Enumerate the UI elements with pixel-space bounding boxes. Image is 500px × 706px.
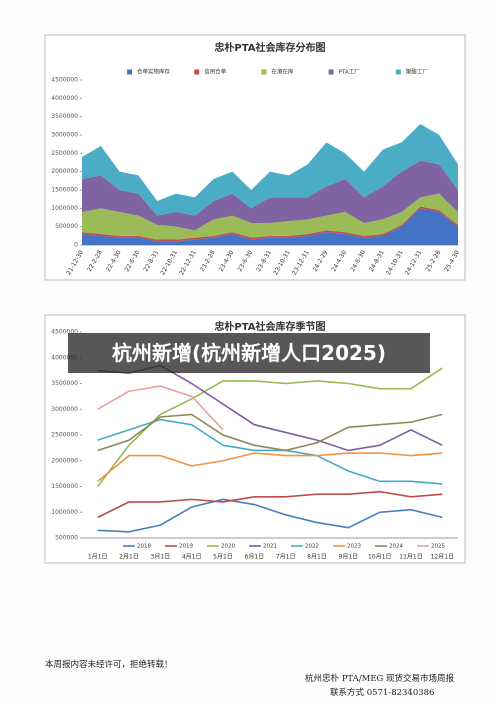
legend-label: 2019	[179, 544, 193, 550]
x-tick-label: 9月1日	[339, 554, 359, 561]
footer-publisher: 杭州忠朴 PTA/MEG 现货交易市场周报	[305, 674, 455, 684]
legend-label: 2023	[347, 544, 361, 550]
y-tick-label: 3000000	[51, 132, 78, 139]
area	[82, 160, 458, 231]
legend-swatch	[328, 69, 334, 75]
line	[97, 490, 443, 519]
y-tick-label: 1000000	[51, 509, 78, 516]
chart-title: 忠朴PTA社会库存分布图	[214, 41, 325, 54]
x-tick-label: 4月1日	[182, 554, 202, 561]
line	[97, 498, 443, 533]
y-tick-label: 3500000	[51, 380, 78, 387]
footer-contact: 联系方式 0571-82340386	[330, 688, 435, 698]
x-tick-label: 6月1日	[245, 554, 265, 561]
legend-swatch	[261, 69, 267, 75]
line	[97, 367, 443, 487]
legend-label: 2022	[305, 544, 319, 550]
legend-label: 2025	[431, 544, 445, 550]
legend-label: 在港在库	[271, 68, 294, 76]
y-tick-label: 1500000	[51, 187, 78, 194]
y-tick-label: 3500000	[51, 113, 78, 120]
y-tick-label: 2000000	[51, 457, 78, 464]
x-tick-label: 7月1日	[276, 554, 296, 561]
legend-label: 信用仓单	[204, 68, 227, 76]
y-tick-label: 2500000	[51, 432, 78, 439]
area	[82, 193, 458, 240]
x-tick-label: 5月1日	[213, 554, 233, 561]
overlay-title: 杭州新增(杭州新增人口2025)	[68, 333, 430, 373]
y-tick-label: 500000	[55, 535, 78, 542]
y-tick-label: 1000000	[51, 205, 78, 212]
y-tick-label: 4000000	[51, 354, 78, 361]
legend-label: 2020	[221, 544, 235, 550]
y-tick-label: 2000000	[51, 168, 78, 175]
y-tick-label: 4500000	[51, 77, 78, 84]
legend-label: 2024	[389, 544, 403, 550]
y-tick-label: 2500000	[51, 150, 78, 157]
legend-swatch	[395, 69, 401, 75]
legend-label: 聚酯工厂	[406, 69, 429, 76]
y-tick-label: 3000000	[51, 406, 78, 413]
footer-notice: 本周报内容未经许可，拒绝转载！	[45, 660, 173, 670]
line	[97, 385, 224, 431]
x-tick-label: 1月1日	[88, 554, 108, 561]
x-tick-label: 8月1日	[307, 554, 327, 561]
y-tick-label: 4500000	[51, 329, 78, 336]
x-tick-label: 3月1日	[151, 554, 171, 561]
line	[97, 452, 443, 482]
chart-title: 忠朴PTA社会库存季节图	[214, 320, 325, 333]
y-tick-label: 1500000	[51, 483, 78, 490]
line	[97, 413, 443, 452]
x-tick-label: 10月1日	[368, 554, 391, 561]
x-tick-label: 2月1日	[119, 554, 139, 561]
y-tick-label: 0	[74, 242, 78, 249]
legend-swatch	[127, 69, 132, 75]
x-tick-label: 11月1日	[399, 554, 422, 561]
legend-label: 2018	[137, 544, 151, 550]
legend-label: PTA工厂	[339, 69, 361, 76]
legend-swatch	[194, 69, 200, 75]
area	[82, 124, 458, 216]
x-tick-label: 12月1日	[431, 554, 454, 561]
y-tick-label: 500000	[55, 223, 78, 230]
legend-label: 2021	[263, 544, 277, 550]
y-tick-label: 4000000	[51, 95, 78, 102]
legend-label: 仓单实物库存	[137, 68, 171, 76]
